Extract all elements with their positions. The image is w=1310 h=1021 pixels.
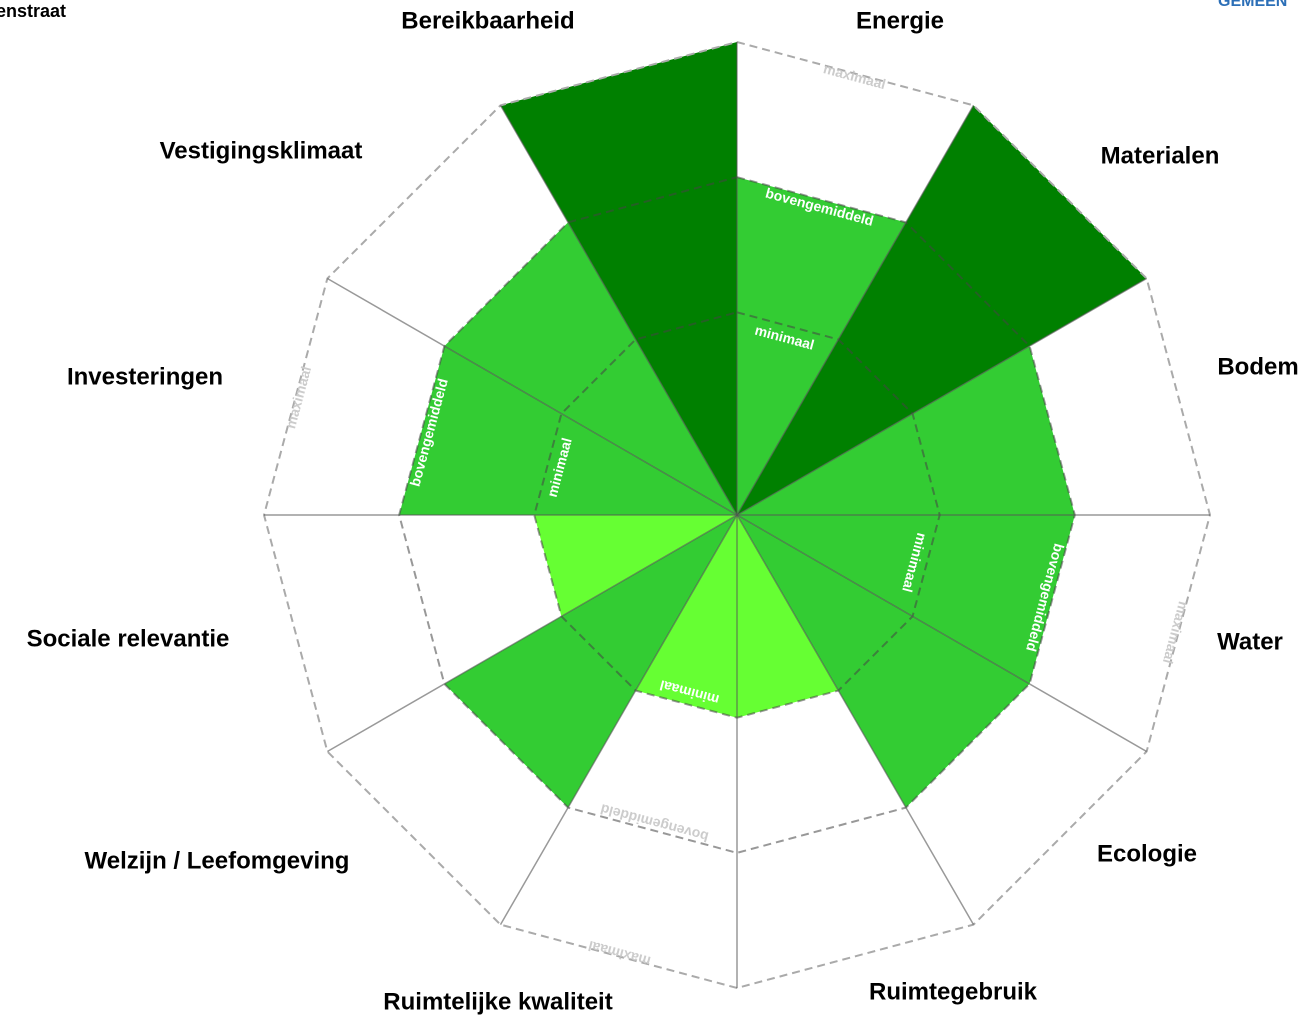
category-label: Materialen [1101, 142, 1220, 169]
category-label: Bereikbaarheid [401, 7, 574, 34]
sector [737, 515, 1075, 684]
logo-text: GEMEEN [1218, 0, 1287, 10]
category-label: Ecologie [1097, 840, 1197, 867]
sector [737, 105, 1147, 515]
category-label: Ruimtegebruik [869, 978, 1038, 1005]
category-label: Water [1217, 628, 1283, 655]
spoke [736, 514, 975, 926]
category-label: Welzijn / Leefomgeving [85, 847, 350, 874]
category-label: Investeringen [67, 363, 223, 390]
category-label: Energie [856, 7, 944, 34]
spoke [736, 104, 975, 516]
ring-label: maximaal [822, 60, 888, 92]
spoke [736, 514, 1148, 753]
category-label: Sociale relevantie [27, 625, 230, 652]
ring-label: maximaal [1160, 600, 1192, 666]
sector [444, 222, 737, 515]
ring-label: bovengemiddeld [599, 801, 711, 845]
category-label: Bodem [1217, 353, 1298, 380]
partial-text: enstraat [0, 1, 66, 21]
spoke [326, 514, 738, 753]
sector [737, 515, 1030, 808]
spoke [499, 104, 738, 516]
ring-label: maximaal [587, 938, 653, 970]
category-label: Ruimtelijke kwaliteit [383, 988, 612, 1015]
sector [444, 515, 737, 808]
sector [737, 346, 1075, 515]
sector [534, 515, 737, 617]
sector [737, 177, 906, 515]
spoke [326, 277, 738, 516]
category-label: Vestigingsklimaat [160, 137, 363, 164]
sector [635, 515, 737, 718]
sector [399, 346, 737, 515]
spoke [736, 277, 1148, 516]
ring-label: maximaal [282, 365, 314, 431]
sector [500, 42, 737, 515]
spoke [499, 514, 738, 926]
sector [737, 515, 839, 718]
